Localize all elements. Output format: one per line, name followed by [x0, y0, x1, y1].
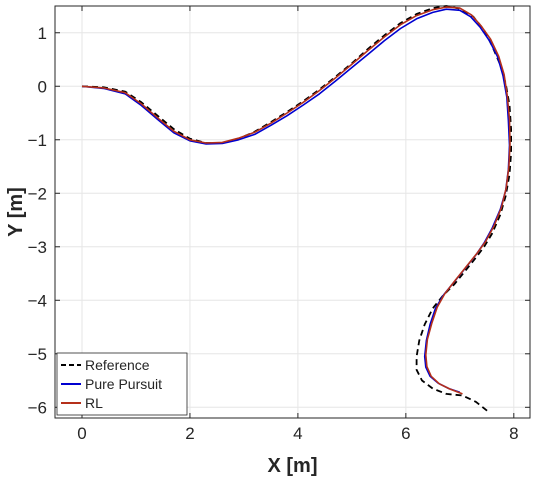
- series-line-reference: [82, 6, 511, 413]
- y-tick-label: −6: [28, 398, 47, 417]
- legend-label-pure-pursuit: Pure Pursuit: [85, 376, 162, 392]
- x-tick-label: 4: [293, 424, 302, 443]
- y-tick-label: 1: [38, 24, 47, 43]
- y-tick-label: 0: [38, 77, 47, 96]
- y-tick-label: −2: [28, 184, 47, 203]
- series-line-pure-pursuit: [82, 9, 510, 392]
- x-tick-label: 2: [185, 424, 194, 443]
- legend-label-rl: RL: [85, 395, 103, 411]
- legend: Reference Pure Pursuit RL: [57, 353, 187, 415]
- y-tick-label: −3: [28, 238, 47, 257]
- series-line-rl: [82, 7, 510, 394]
- y-tick-label: −5: [28, 345, 47, 364]
- x-tick-label: 6: [401, 424, 410, 443]
- series-lines: [82, 6, 511, 413]
- x-tick-label: 0: [77, 424, 86, 443]
- y-axis-label: Y [m]: [5, 187, 27, 237]
- y-tick-label: −1: [28, 131, 47, 150]
- x-axis-label: X [m]: [268, 455, 318, 477]
- y-tick-label: −4: [28, 291, 47, 310]
- x-tick-label: 8: [509, 424, 518, 443]
- legend-label-reference: Reference: [85, 357, 150, 373]
